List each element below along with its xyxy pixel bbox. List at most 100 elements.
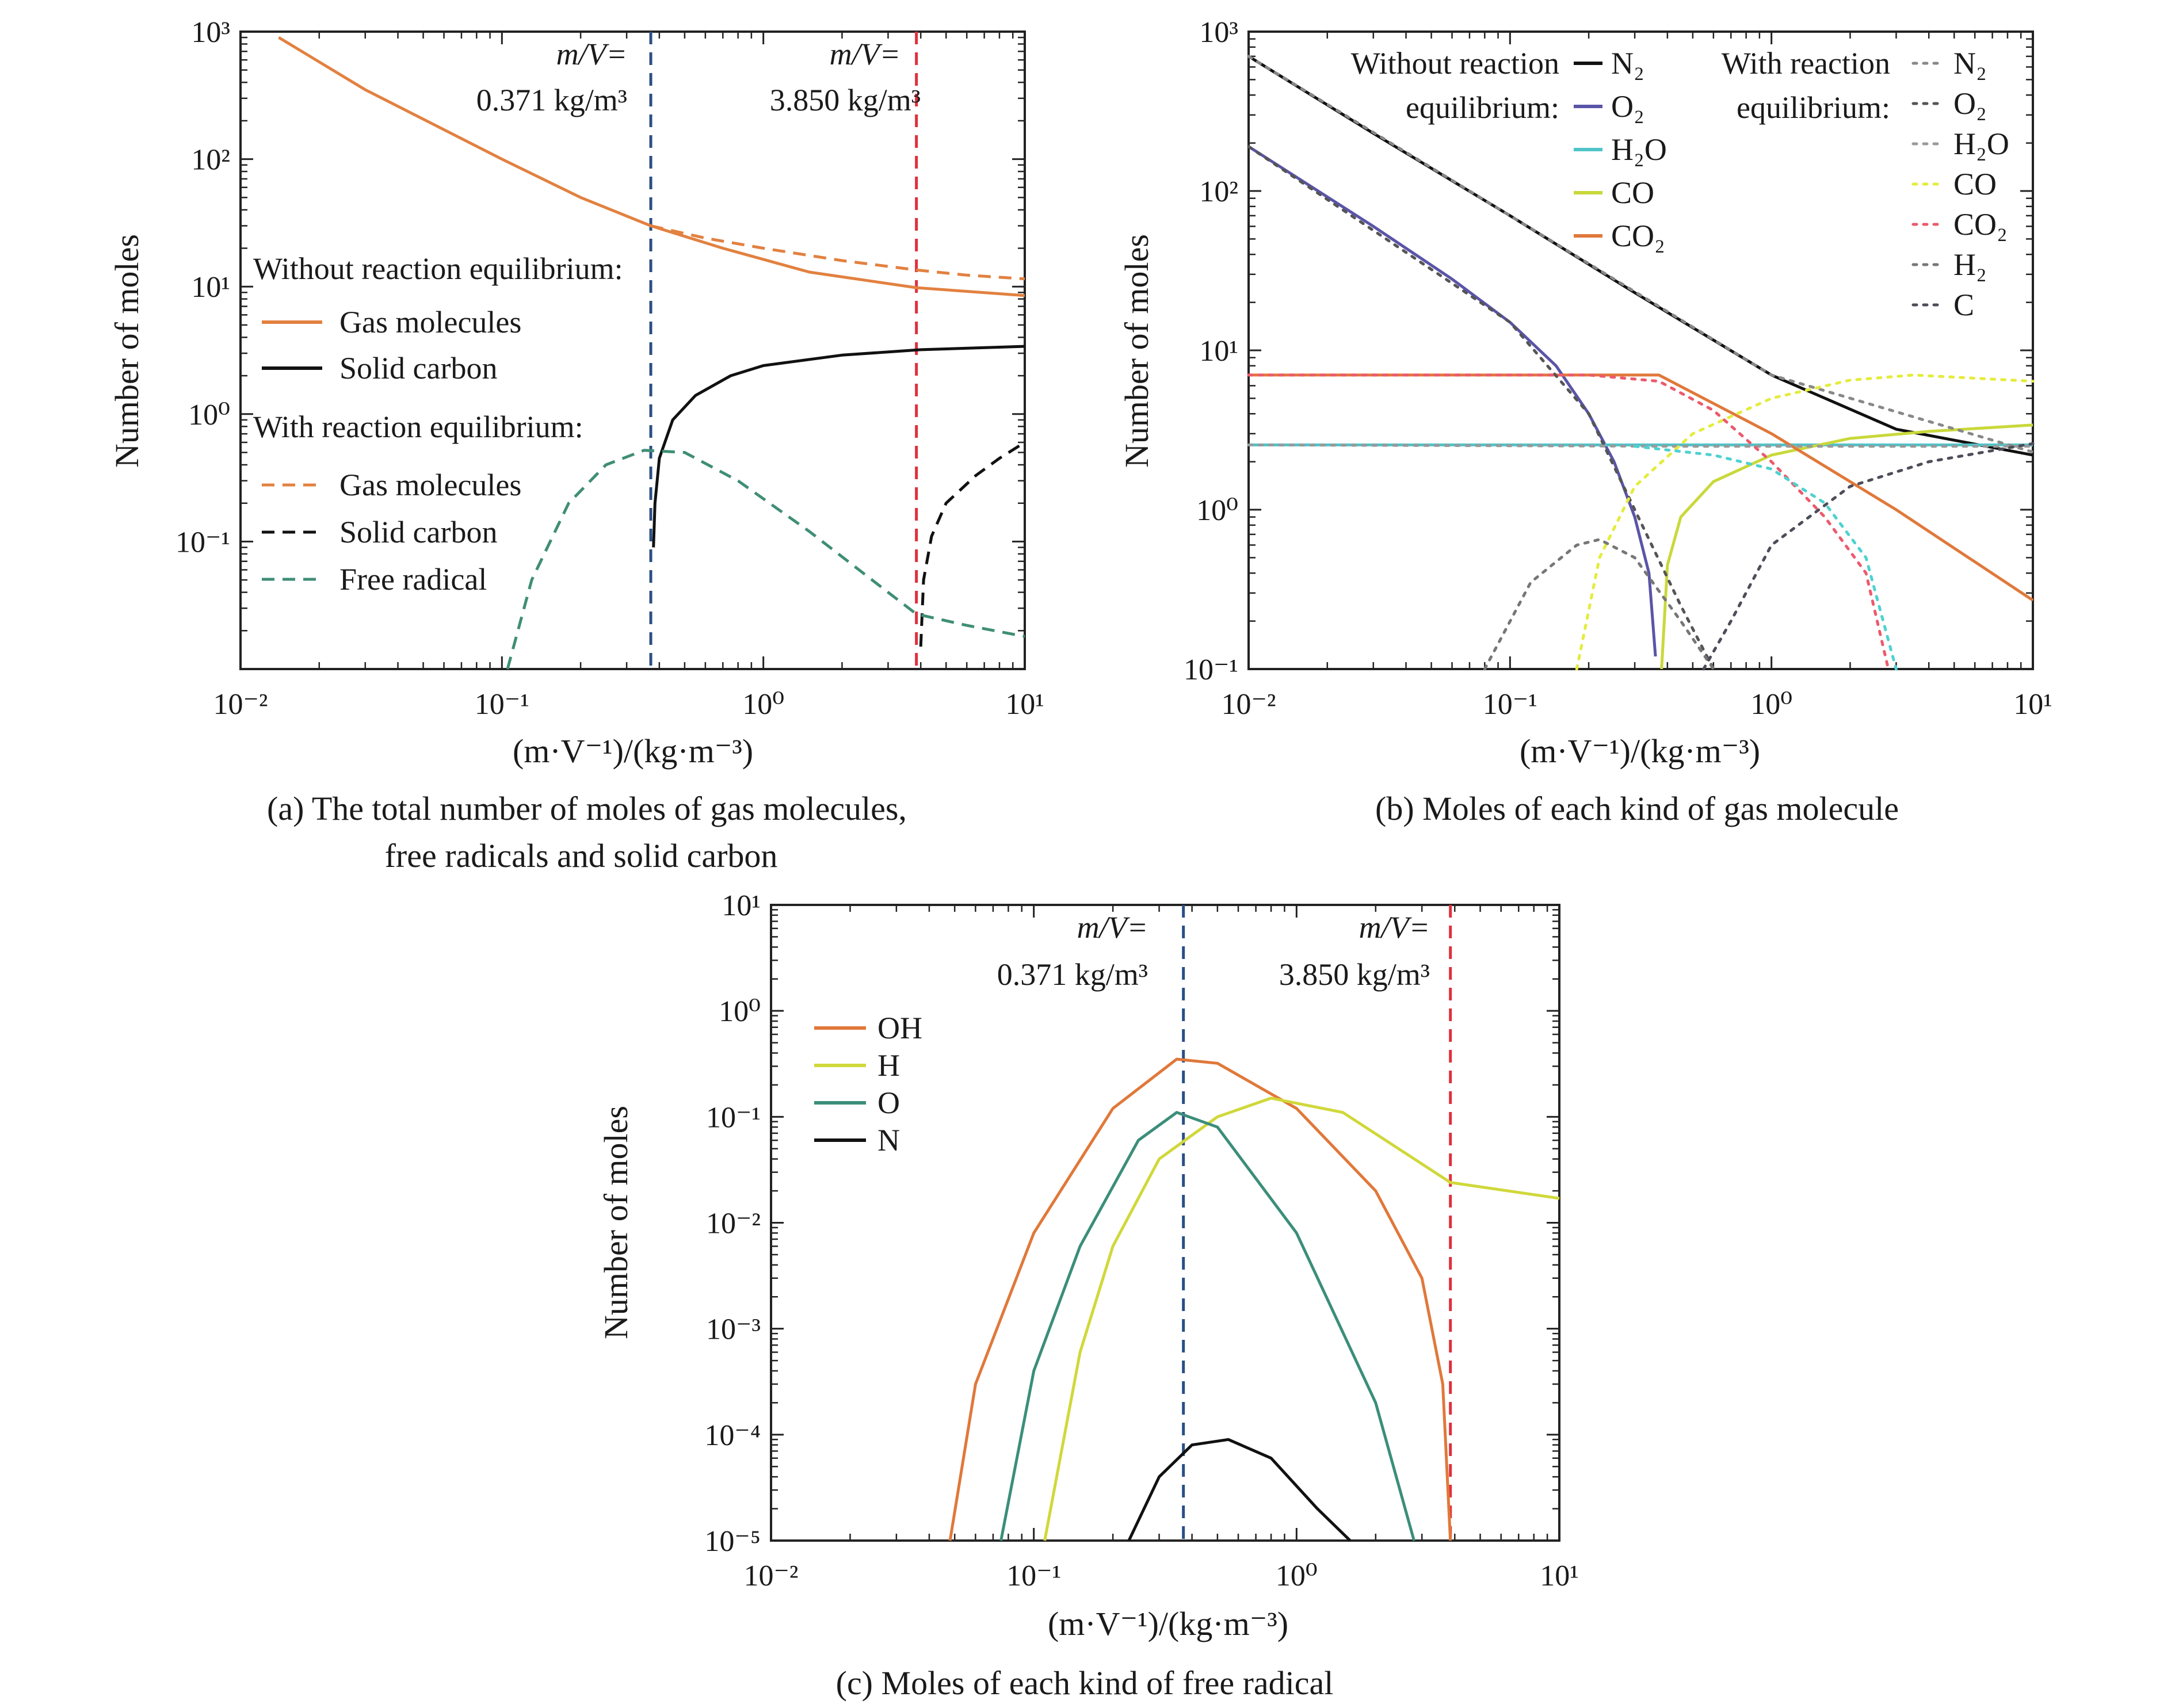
panel-b-legend-dotted-label: O₂ (1953, 86, 1987, 121)
panel-b-ylabel: Number of moles (1118, 234, 1155, 468)
panel-a-series-gasmolecules-dashed-line (650, 224, 1025, 281)
panel-a-xtick-label: 10⁻² (213, 688, 268, 721)
caption-c: (c) Moles of each kind of free radical (836, 1664, 1334, 1702)
panel-a-series-freeradical-dashed-line (506, 449, 1025, 670)
panel-b-series-extra-dotted-line (1633, 445, 1898, 671)
panel-c-legend-label: OH (877, 1011, 922, 1045)
panel-b-series-co-dotted-line (1575, 373, 2035, 671)
panel-b-legend-solid-label: H₂O (1611, 132, 1667, 167)
panel-b-legend-dotted-label: CO (1953, 167, 1997, 201)
panel-b-ytick-label: 10³ (1199, 16, 1238, 49)
panel-a-xtick-label: 10¹ (1005, 688, 1044, 721)
panel-b-xlabel: (m·V⁻¹)/(kg·m⁻³) (1520, 732, 1760, 770)
panel-c-ytick-label: 10¹ (722, 889, 761, 922)
panel-b-legend-title-1b: equilibrium: (1406, 90, 1559, 125)
panel-b-ytick-label: 10¹ (1199, 335, 1238, 368)
panel-c-vline1-label-top: m/V= (1077, 910, 1148, 945)
panel-c-ticks: 10⁻² 10⁻¹ 10⁰ 10¹ 10⁻⁵ 10⁻⁴ 10⁻³ 10⁻² 10⁻¹ 10⁰ 10¹ (704, 889, 1578, 1592)
panel-c-series-h-solid-line (1043, 1096, 1560, 1541)
panel-b-xtick-label: 10⁰ (1750, 688, 1792, 721)
panel-a-legend-radical: Free radical (339, 562, 487, 597)
panel-a-ticks: 10⁻² 10⁻¹ 10⁰ 10¹ 10⁻¹ 10⁰ 10¹ 10² 10³ (175, 16, 1044, 721)
panel-c-ytick-label: 10⁻⁵ (704, 1525, 761, 1558)
panel-c-legend-label: O (877, 1086, 900, 1120)
panel-b-xtick-label: 10⁻² (1221, 688, 1276, 721)
panel-b-legend-solid: N₂ O₂ H₂O CO CO₂ (1574, 46, 1667, 253)
panel-b-xtick-label: 10⁻¹ (1483, 688, 1537, 721)
panel-a-xtick-label: 10⁻¹ (475, 688, 529, 721)
caption-a-line1: (a) The total number of moles of gas mol… (267, 790, 907, 827)
panel-a: 10⁻² 10⁻¹ 10⁰ 10¹ 10⁻¹ 10⁰ 10¹ 10² 10³ (m·V⁻¹)/(… (108, 16, 1044, 770)
panel-c-ytick-label: 10⁻⁴ (704, 1419, 761, 1452)
panel-a-legend-carbon: Solid carbon (339, 351, 497, 385)
panel-c-ytick-label: 10⁻² (706, 1208, 761, 1240)
panel-a-vline2-label-value: 3.850 kg/m³ (770, 83, 921, 117)
panel-b-legend-dotted-label: H₂ (1953, 247, 1987, 282)
panel-b-legend-solid-label: CO₂ (1611, 219, 1665, 253)
panel-b-legend-dotted-label: C (1953, 288, 1974, 322)
panel-c-ylabel: Number of moles (597, 1106, 635, 1339)
caption-a-line2: free radicals and solid carbon (385, 837, 778, 874)
panel-b-lines (1247, 55, 2035, 671)
panel-c: 10⁻² 10⁻¹ 10⁰ 10¹ 10⁻⁵ 10⁻⁴ 10⁻³ 10⁻² 10⁻¹ 10⁰ 10¹… (597, 889, 1579, 1642)
panel-a-ytick-label: 10¹ (191, 271, 230, 304)
panel-c-vline2-label-value: 3.850 kg/m³ (1279, 957, 1430, 992)
panel-a-legend-gas-eq: Gas molecules (339, 468, 521, 502)
panel-b-series-co-solid-line (1660, 423, 2033, 670)
panel-a-ytick-label: 10⁻¹ (175, 526, 230, 559)
panel-b-legend-dotted: N₂ O₂ H₂O CO CO₂ H₂ C (1911, 46, 2009, 322)
panel-b-ytick-label: 10⁻¹ (1184, 654, 1238, 686)
panel-c-lines (948, 905, 1560, 1542)
panel-b-legend-title-1a: Without reaction (1351, 46, 1559, 81)
panel-a-lines (278, 32, 1026, 670)
panel-c-xtick-label: 10¹ (1540, 1560, 1579, 1592)
panel-b-legend-solid-label: N₂ (1611, 46, 1644, 81)
panel-c-series-o-solid-line (999, 1111, 1415, 1541)
panel-a-legend-gas: Gas molecules (339, 305, 521, 339)
panel-b-legend-dotted-label: N₂ (1953, 46, 1987, 81)
panel-a-ylabel: Number of moles (108, 234, 146, 468)
panel-a-legend: Without reaction equilibrium: Gas molecu… (253, 251, 623, 597)
panel-b-legend-title-2a: With reaction (1722, 46, 1890, 81)
panel-c-vline2-label-top: m/V= (1359, 910, 1430, 945)
panel-b-series-n-dotted-line (1247, 55, 2035, 454)
panel-b-legend-dotted-label: H₂O (1953, 127, 2009, 161)
panel-c-series-oh-solid-line (948, 1057, 1452, 1541)
panel-c-ytick-label: 10⁻¹ (706, 1101, 761, 1134)
panel-b-legend: Without reaction equilibrium: N₂ O₂ H₂O CO C… (1351, 46, 2009, 322)
panel-a-series-solidcarbon-solid-line (652, 345, 1025, 548)
panel-a-ytick-label: 10² (191, 144, 230, 177)
panel-b-ytick-label: 10⁰ (1196, 494, 1238, 527)
caption-b: (b) Moles of each kind of gas molecule (1375, 790, 1899, 827)
panel-c-legend-label: N (877, 1123, 900, 1157)
panel-c-xtick-label: 10⁻¹ (1006, 1560, 1061, 1592)
panel-b-ytick-label: 10² (1199, 175, 1238, 208)
panel-b-series-h-dotted-line (1483, 538, 1715, 671)
panel-a-ytick-label: 10⁰ (188, 399, 230, 431)
panel-b-legend-solid-label: CO (1611, 175, 1654, 210)
panel-b-series-ho-dotted-line (1247, 443, 2035, 448)
panel-b-series-co-dotted-line (1247, 373, 1890, 671)
panel-a-xtick-label: 10⁰ (742, 688, 784, 721)
panel-a-vline2-label-top: m/V= (830, 37, 900, 71)
panel-a-legend-carbon-eq: Solid carbon (339, 515, 497, 549)
panel-c-vline1-label-value: 0.371 kg/m³ (997, 957, 1148, 992)
panel-b-legend-dotted-label: CO₂ (1953, 207, 2008, 242)
panel-b-series-o-dotted-line (1247, 145, 1715, 671)
panel-c-xlabel: (m·V⁻¹)/(kg·m⁻³) (1048, 1605, 1288, 1642)
panel-c-series-n-solid-line (1127, 1438, 1352, 1542)
panel-c-ytick-label: 10⁻³ (706, 1313, 761, 1346)
panel-a-vline1-label-value: 0.371 kg/m³ (476, 83, 627, 117)
panel-c-xtick-label: 10⁰ (1276, 1560, 1318, 1592)
panel-a-ytick-label: 10³ (191, 16, 230, 49)
panel-a-legend-title-1: Without reaction equilibrium: (253, 251, 623, 286)
panel-b-legend-title-2b: equilibrium: (1737, 90, 1890, 125)
panel-c-xtick-label: 10⁻² (743, 1560, 798, 1592)
panel-c-frame (770, 904, 1560, 1542)
panel-a-series-solidcarbon-dashed-line (919, 441, 1026, 647)
panel-a-frame (239, 30, 1026, 670)
